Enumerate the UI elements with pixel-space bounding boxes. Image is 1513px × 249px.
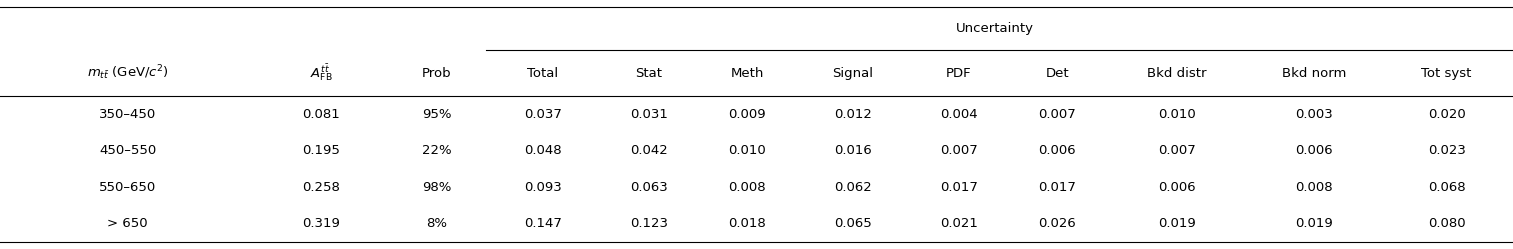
Text: Tot syst: Tot syst <box>1422 66 1472 79</box>
Text: 0.019: 0.019 <box>1157 217 1195 230</box>
Text: 0.063: 0.063 <box>629 181 667 194</box>
Text: 0.021: 0.021 <box>940 217 977 230</box>
Text: 0.012: 0.012 <box>834 108 871 121</box>
Text: 0.068: 0.068 <box>1428 181 1466 194</box>
Text: 0.008: 0.008 <box>728 181 766 194</box>
Text: 0.093: 0.093 <box>523 181 561 194</box>
Text: 0.018: 0.018 <box>728 217 766 230</box>
Text: 0.006: 0.006 <box>1295 144 1333 157</box>
Text: 0.037: 0.037 <box>523 108 561 121</box>
Text: 0.019: 0.019 <box>1295 217 1333 230</box>
Text: > 650: > 650 <box>107 217 148 230</box>
Text: Bkd distr: Bkd distr <box>1147 66 1207 79</box>
Text: 0.258: 0.258 <box>303 181 340 194</box>
Text: 0.006: 0.006 <box>1157 181 1195 194</box>
Text: 0.006: 0.006 <box>1038 144 1076 157</box>
Text: 0.195: 0.195 <box>303 144 340 157</box>
Text: $A_{\mathrm{FB}}^{t\bar{t}}$: $A_{\mathrm{FB}}^{t\bar{t}}$ <box>310 63 333 83</box>
Text: 0.020: 0.020 <box>1428 108 1466 121</box>
Text: 0.065: 0.065 <box>834 217 871 230</box>
Text: 0.004: 0.004 <box>940 108 977 121</box>
Text: 0.007: 0.007 <box>940 144 977 157</box>
Text: 0.062: 0.062 <box>834 181 871 194</box>
Text: Uncertainty: Uncertainty <box>956 22 1033 35</box>
Text: 0.031: 0.031 <box>629 108 667 121</box>
Text: Bkd norm: Bkd norm <box>1282 66 1347 79</box>
Text: 0.048: 0.048 <box>523 144 561 157</box>
Text: 0.016: 0.016 <box>834 144 871 157</box>
Text: 0.009: 0.009 <box>728 108 766 121</box>
Text: 0.147: 0.147 <box>523 217 561 230</box>
Text: Signal: Signal <box>832 66 873 79</box>
Text: 0.017: 0.017 <box>1038 181 1076 194</box>
Text: 0.023: 0.023 <box>1428 144 1466 157</box>
Text: 0.010: 0.010 <box>1157 108 1195 121</box>
Text: 0.026: 0.026 <box>1038 217 1076 230</box>
Text: 8%: 8% <box>427 217 448 230</box>
Text: Prob: Prob <box>422 66 452 79</box>
Text: 0.042: 0.042 <box>629 144 667 157</box>
Text: 350–450: 350–450 <box>98 108 156 121</box>
Text: 0.017: 0.017 <box>940 181 977 194</box>
Text: Total: Total <box>527 66 558 79</box>
Text: $m_{t\bar{t}}$ (GeV/$c^2$): $m_{t\bar{t}}$ (GeV/$c^2$) <box>86 64 168 82</box>
Text: 95%: 95% <box>422 108 451 121</box>
Text: Det: Det <box>1045 66 1070 79</box>
Text: 0.080: 0.080 <box>1428 217 1466 230</box>
Text: 0.081: 0.081 <box>303 108 340 121</box>
Text: 550–650: 550–650 <box>98 181 156 194</box>
Text: 450–550: 450–550 <box>98 144 156 157</box>
Text: 98%: 98% <box>422 181 451 194</box>
Text: Meth: Meth <box>731 66 764 79</box>
Text: 0.008: 0.008 <box>1295 181 1333 194</box>
Text: 0.319: 0.319 <box>303 217 340 230</box>
Text: Stat: Stat <box>635 66 663 79</box>
Text: 0.007: 0.007 <box>1038 108 1076 121</box>
Text: 0.003: 0.003 <box>1295 108 1333 121</box>
Text: 0.007: 0.007 <box>1157 144 1195 157</box>
Text: 0.123: 0.123 <box>629 217 667 230</box>
Text: PDF: PDF <box>946 66 971 79</box>
Text: 22%: 22% <box>422 144 452 157</box>
Text: 0.010: 0.010 <box>728 144 766 157</box>
